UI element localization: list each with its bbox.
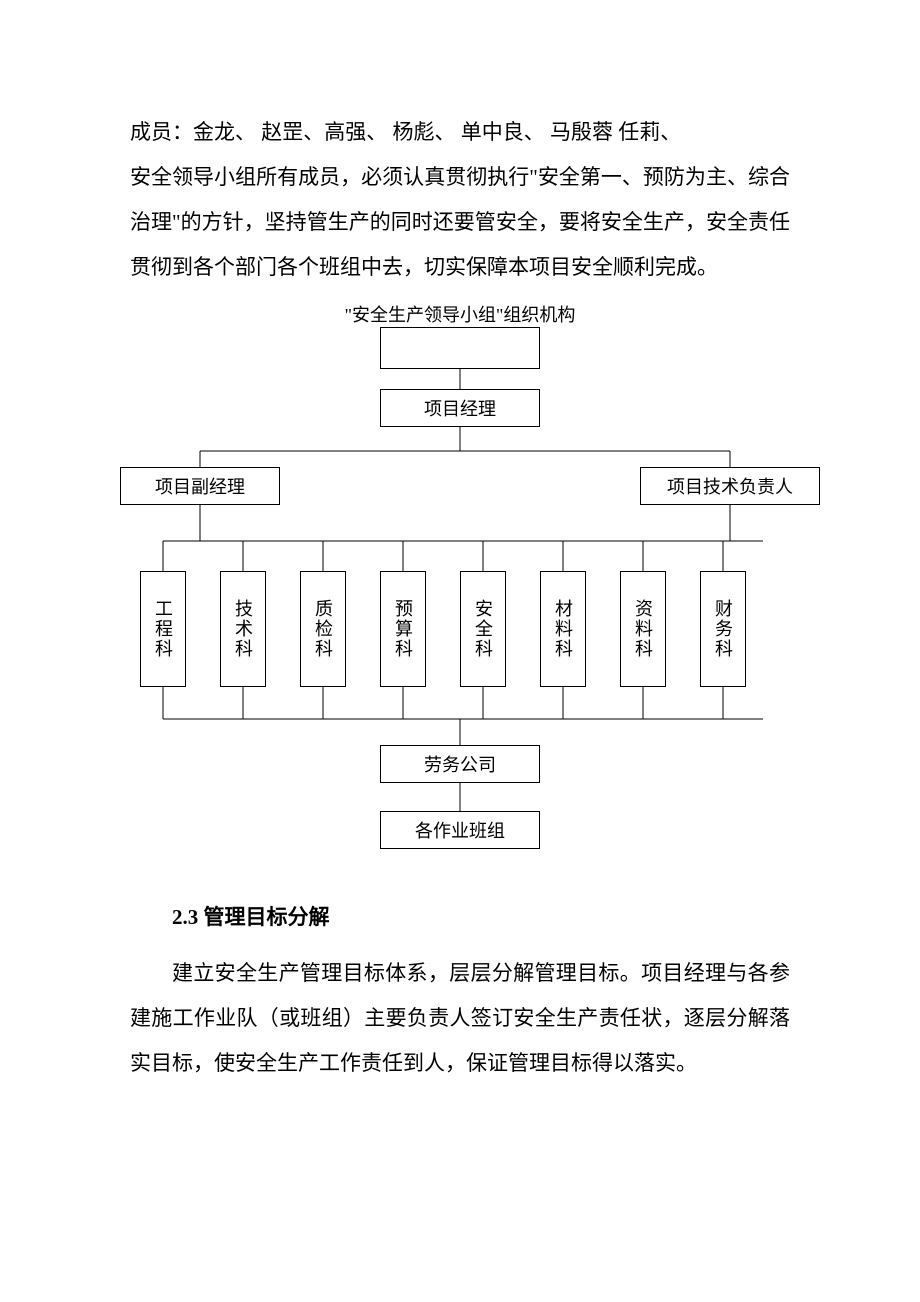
org-pm-box: 项目经理	[380, 389, 540, 427]
org-chart-title: "安全生产领导小组"组织机构	[280, 301, 640, 327]
members-line: 成员：金龙、 赵罡、高强、 杨彪、 单中良、 马殷蓉 任莉、	[130, 110, 790, 155]
org-dept-0: 工程科	[140, 571, 186, 687]
policy-paragraph: 安全领导小组所有成员，必须认真贯彻执行"安全第一、预防为主、综合治理"的方针，坚…	[130, 155, 790, 290]
org-chart: "安全生产领导小组"组织机构项目经理项目副经理 项目技术负责人工程科技术科质检科预…	[100, 301, 820, 871]
section-heading-2-3: 2.3 管理目标分解	[130, 901, 790, 931]
org-top-box	[380, 327, 540, 369]
org-dept-1: 技术科	[220, 571, 266, 687]
org-dept-4: 安全科	[460, 571, 506, 687]
org-team-box: 各作业班组	[380, 811, 540, 849]
org-labor-box: 劳务公司	[380, 745, 540, 783]
org-deputy-box: 项目副经理	[120, 467, 280, 505]
org-techlead-box: 项目技术负责人	[640, 467, 820, 505]
org-dept-5: 材料科	[540, 571, 586, 687]
org-dept-7: 财务科	[700, 571, 746, 687]
org-dept-2: 质检科	[300, 571, 346, 687]
org-dept-6: 资料科	[620, 571, 666, 687]
goal-paragraph: 建立安全生产管理目标体系，层层分解管理目标。项目经理与各参建施工作业队（或班组）…	[130, 951, 790, 1086]
org-dept-3: 预算科	[380, 571, 426, 687]
